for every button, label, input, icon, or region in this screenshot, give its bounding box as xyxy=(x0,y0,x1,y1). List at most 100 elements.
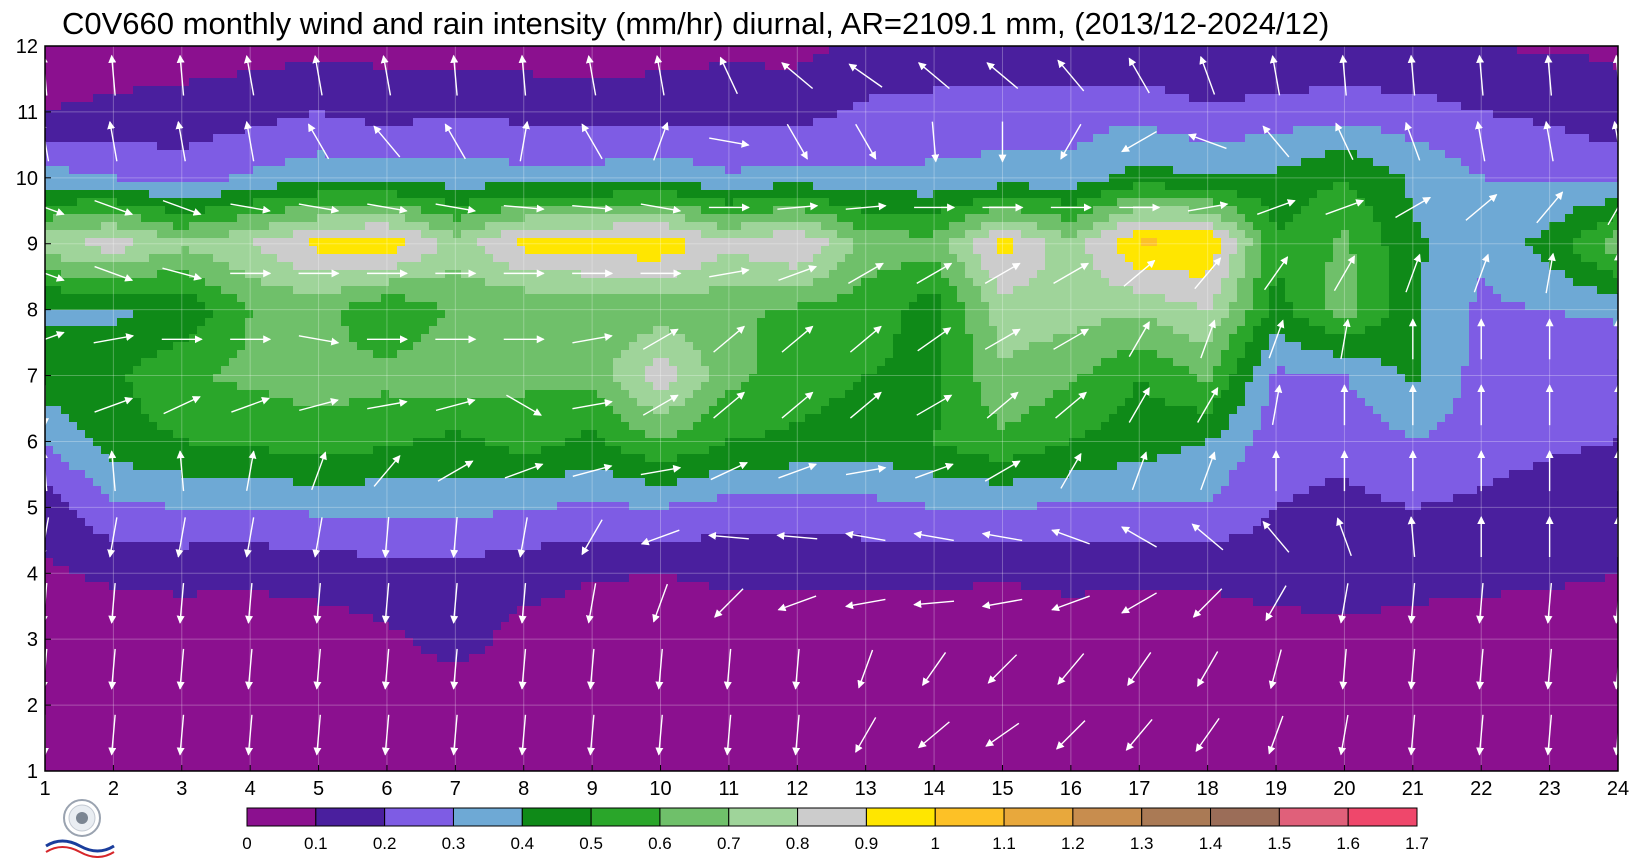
heat-cell xyxy=(1581,238,1590,247)
heat-cell xyxy=(437,46,446,55)
heat-cell xyxy=(125,94,134,103)
heat-cell xyxy=(1309,54,1318,63)
heat-cell xyxy=(221,142,230,151)
heat-cell xyxy=(61,110,70,119)
heat-cell xyxy=(1437,86,1446,95)
heat-cell xyxy=(965,214,974,223)
heat-cell xyxy=(677,158,686,167)
heat-cell xyxy=(325,150,334,159)
heat-cell xyxy=(565,62,574,71)
heat-cell xyxy=(677,70,686,79)
heat-cell xyxy=(397,118,406,127)
heat-cell xyxy=(813,238,822,247)
heat-cell xyxy=(1325,222,1334,231)
heat-cell xyxy=(1029,102,1038,111)
heat-cell xyxy=(757,222,766,231)
heat-cell xyxy=(1397,150,1406,159)
heat-cell xyxy=(637,150,646,159)
heat-cell xyxy=(141,86,150,95)
heat-cell xyxy=(69,238,78,247)
heat-cell xyxy=(565,190,574,199)
heat-cell xyxy=(533,110,542,119)
heat-cell xyxy=(853,110,862,119)
heat-cell xyxy=(565,110,574,119)
heat-cell xyxy=(573,150,582,159)
heat-cell xyxy=(1573,238,1582,247)
heat-cell xyxy=(1357,86,1366,95)
heat-cell xyxy=(285,102,294,111)
heat-cell xyxy=(693,174,702,183)
heat-cell xyxy=(773,62,782,71)
heat-cell xyxy=(925,158,934,167)
heat-cell xyxy=(1005,110,1014,119)
heat-cell xyxy=(1117,110,1126,119)
heat-cell xyxy=(213,238,222,247)
heat-cell xyxy=(341,166,350,175)
heat-cell xyxy=(1581,158,1590,167)
heat-cell xyxy=(1021,126,1030,135)
heat-cell xyxy=(1237,214,1246,223)
heat-cell xyxy=(685,62,694,71)
heat-cell xyxy=(1069,70,1078,79)
heat-cell xyxy=(1245,166,1254,175)
heat-cell xyxy=(885,174,894,183)
heat-cell xyxy=(781,110,790,119)
heat-cell xyxy=(341,86,350,95)
heat-cell xyxy=(93,246,102,255)
heat-cell xyxy=(901,102,910,111)
heat-cell xyxy=(677,62,686,71)
heat-cell xyxy=(1517,166,1526,175)
heat-cell xyxy=(1133,222,1142,231)
heat-cell xyxy=(1469,110,1478,119)
heat-cell xyxy=(1573,78,1582,87)
heat-cell xyxy=(1285,118,1294,127)
heat-cell xyxy=(525,198,534,207)
heat-cell xyxy=(1453,78,1462,87)
heat-cell xyxy=(149,198,158,207)
heat-cell xyxy=(1597,142,1606,151)
heat-cell xyxy=(501,142,510,151)
heat-cell xyxy=(421,110,430,119)
heat-cell xyxy=(717,238,726,247)
heat-cell xyxy=(245,246,254,255)
heat-cell xyxy=(669,142,678,151)
heat-cell xyxy=(45,94,54,103)
heat-cell xyxy=(541,166,550,175)
heat-cell xyxy=(517,214,526,223)
heat-cell xyxy=(173,94,182,103)
heat-cell xyxy=(405,46,414,55)
heat-cell xyxy=(1429,70,1438,79)
heat-cell xyxy=(1397,214,1406,223)
heat-cell xyxy=(597,70,606,79)
heat-cell xyxy=(365,214,374,223)
heat-cell xyxy=(1533,142,1542,151)
heat-cell xyxy=(1541,46,1550,55)
heat-cell xyxy=(1421,158,1430,167)
heat-cell xyxy=(629,54,638,63)
heat-cell xyxy=(949,94,958,103)
heat-cell xyxy=(221,206,230,215)
heat-cell xyxy=(301,142,310,151)
heat-cell xyxy=(165,246,174,255)
heat-cell xyxy=(1373,70,1382,79)
heat-cell xyxy=(1541,222,1550,231)
heat-cell xyxy=(277,54,286,63)
heat-cell xyxy=(157,54,166,63)
heat-cell xyxy=(901,190,910,199)
heat-cell xyxy=(813,94,822,103)
heat-cell xyxy=(1453,230,1462,239)
heat-cell xyxy=(1429,46,1438,55)
heat-cell xyxy=(989,54,998,63)
heat-cell xyxy=(45,166,54,175)
heat-cell xyxy=(509,214,518,223)
heat-cell xyxy=(1437,238,1446,247)
heat-cell xyxy=(1349,54,1358,63)
heat-cell xyxy=(1013,94,1022,103)
heat-cell xyxy=(125,126,134,135)
heat-cell xyxy=(781,118,790,127)
heat-cell xyxy=(317,126,326,135)
heat-cell xyxy=(1453,190,1462,199)
heat-cell xyxy=(621,54,630,63)
heat-cell xyxy=(645,150,654,159)
heat-cell xyxy=(893,134,902,143)
